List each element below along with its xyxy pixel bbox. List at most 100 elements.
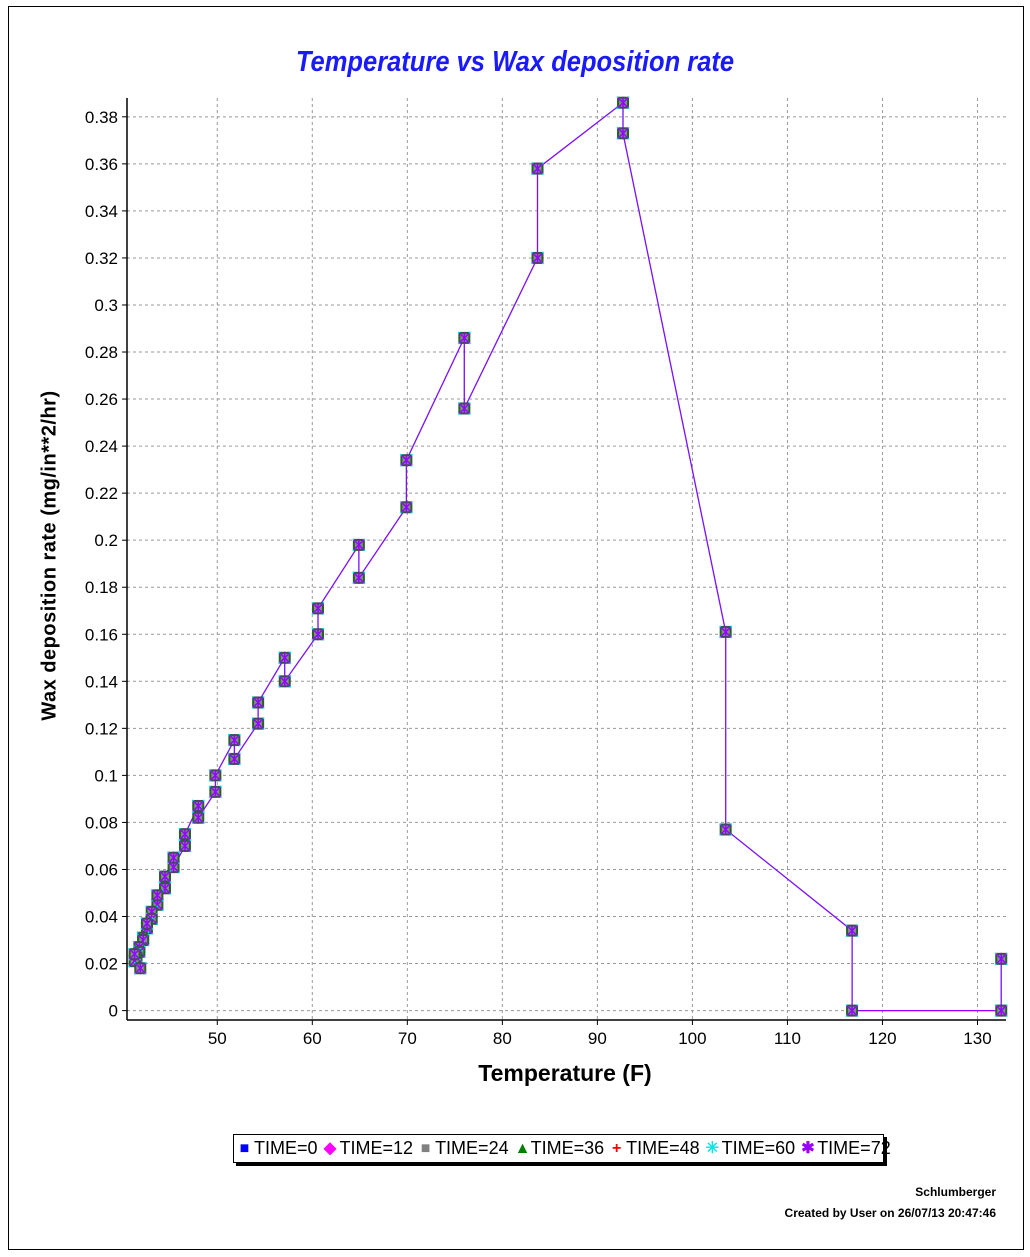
data-points xyxy=(128,96,1008,1018)
legend-item-time-0: ■ TIME=0 xyxy=(238,1138,318,1159)
legend-label: TIME=60 xyxy=(721,1138,796,1158)
data-point xyxy=(278,674,292,688)
y-tick-label: 0.36 xyxy=(85,155,118,174)
legend-marker-icon: ✱ xyxy=(801,1139,815,1157)
y-tick-label: 0.22 xyxy=(85,484,118,503)
data-point xyxy=(208,785,222,799)
footer-company: Schlumberger xyxy=(915,1185,996,1199)
data-point xyxy=(208,768,222,782)
data-point xyxy=(311,627,325,641)
y-tick-label: 0.24 xyxy=(85,437,118,456)
legend-item-time-24: ■ TIME=24 xyxy=(419,1138,509,1159)
data-point xyxy=(616,96,630,110)
legend-marker-icon: ■ xyxy=(420,1139,431,1157)
y-tick-label: 0.16 xyxy=(85,625,118,644)
y-tick-label: 0.08 xyxy=(85,813,118,832)
data-point xyxy=(719,625,733,639)
y-tick-label: 0.12 xyxy=(85,719,118,738)
y-tick-label: 0.3 xyxy=(94,296,118,315)
y-tick-label: 0.34 xyxy=(85,202,118,221)
data-point xyxy=(167,851,181,865)
legend-marker-icon: ◆ xyxy=(323,1139,337,1157)
data-point xyxy=(158,869,172,884)
data-point xyxy=(251,695,265,710)
data-point xyxy=(845,924,859,938)
legend-label: TIME=36 xyxy=(530,1138,605,1158)
data-point xyxy=(311,601,325,615)
legend-label: TIME=0 xyxy=(254,1138,318,1158)
legend-marker-icon: + xyxy=(611,1139,622,1157)
chart-title: Temperature vs Wax deposition rate xyxy=(295,46,735,78)
data-point xyxy=(133,961,147,975)
tick-labels: 50 60 70 80 90 100 110 120 130 0 0.02 0.04 0.06 0.08 0… xyxy=(85,108,992,1048)
data-point xyxy=(457,331,471,345)
data-point xyxy=(251,717,265,731)
legend-item-time-12: ◆ TIME=12 xyxy=(323,1138,414,1159)
legend-marker-icon: ✳ xyxy=(705,1139,720,1157)
data-point xyxy=(530,162,545,176)
legend-label: TIME=48 xyxy=(626,1138,700,1158)
legend-item-time-48: + TIME=48 xyxy=(610,1138,700,1159)
legend-marker-icon: ■ xyxy=(239,1139,250,1157)
y-axis-label: Wax deposition rate (mg/in**2/hr) xyxy=(38,390,61,721)
legend-label: TIME=12 xyxy=(339,1138,414,1158)
y-tick-label: 0.06 xyxy=(85,860,118,879)
axes xyxy=(122,98,1006,1025)
x-axis-label: Temperature (F) xyxy=(478,1060,652,1086)
x-tick-label: 90 xyxy=(588,1029,607,1048)
series-line-time-60 xyxy=(133,101,1002,1012)
y-tick-label: 0.04 xyxy=(85,908,118,927)
chart-legend: ■ TIME=0 ◆ TIME=12 ■ TIME=24 ▲ TIME=36 +… xyxy=(233,1134,891,1163)
data-point xyxy=(140,917,154,931)
x-tick-label: 130 xyxy=(963,1029,991,1048)
data-point xyxy=(227,733,241,747)
x-tick-label: 120 xyxy=(868,1029,896,1048)
data-point xyxy=(719,822,733,837)
y-tick-label: 0 xyxy=(109,1002,118,1021)
y-tick-label: 0.2 xyxy=(94,531,118,550)
x-tick-label: 70 xyxy=(398,1029,417,1048)
grid-lines xyxy=(127,98,1006,1020)
data-point xyxy=(128,947,142,961)
data-point xyxy=(178,839,192,853)
footer-created: Created by User on 26/07/13 20:47:46 xyxy=(784,1206,996,1220)
data-point xyxy=(994,1004,1008,1018)
data-point xyxy=(530,251,545,265)
data-point xyxy=(150,888,164,902)
data-point xyxy=(399,453,413,467)
y-tick-label: 0.1 xyxy=(94,766,118,785)
data-point xyxy=(616,126,630,140)
legend-item-time-36: ▲ TIME=36 xyxy=(515,1138,605,1159)
data-point xyxy=(352,538,366,552)
data-point xyxy=(994,952,1008,966)
y-tick-label: 0.02 xyxy=(85,955,118,974)
data-point xyxy=(178,827,192,841)
data-point xyxy=(457,401,471,415)
data-point xyxy=(352,571,366,585)
data-point xyxy=(399,500,413,514)
y-tick-label: 0.38 xyxy=(85,108,118,127)
x-tick-label: 110 xyxy=(774,1029,801,1048)
data-point xyxy=(191,811,205,825)
y-tick-label: 0.26 xyxy=(85,390,118,409)
y-tick-label: 0.28 xyxy=(85,343,118,362)
legend-item-time-72: ✱ TIME=72 xyxy=(801,1138,891,1159)
x-tick-label: 60 xyxy=(303,1029,322,1048)
y-tick-label: 0.32 xyxy=(85,249,118,268)
data-point xyxy=(845,1004,859,1018)
legend-item-time-60: ✳ TIME=60 xyxy=(706,1138,796,1159)
y-tick-label: 0.14 xyxy=(85,672,118,691)
data-point xyxy=(191,799,205,813)
y-tick-label: 0.18 xyxy=(85,578,118,597)
series-line-time-72 xyxy=(134,101,1002,1012)
x-tick-label: 80 xyxy=(493,1029,512,1048)
legend-marker-icon: ▲ xyxy=(514,1139,531,1157)
chart-frame xyxy=(8,6,1024,1250)
data-point xyxy=(227,752,241,766)
legend-label: TIME=72 xyxy=(817,1138,891,1158)
series-lines xyxy=(133,101,1002,1012)
x-tick-label: 100 xyxy=(678,1029,706,1048)
x-tick-label: 50 xyxy=(208,1029,227,1048)
data-point xyxy=(278,651,292,665)
legend-label: TIME=24 xyxy=(435,1138,509,1158)
